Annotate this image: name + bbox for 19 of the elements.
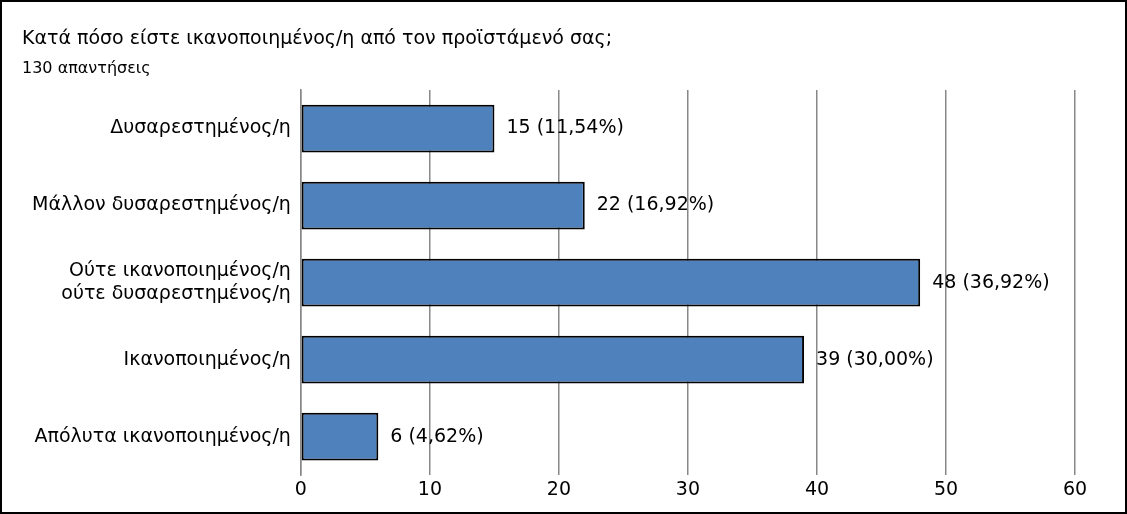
data-label: 6 (4,62%) xyxy=(390,423,484,446)
x-tick-label: 0 xyxy=(294,476,307,499)
y-tick-label: Ούτε ικανοποιημένος/η ούτε δυσαρεστημένος/η xyxy=(61,258,291,303)
y-tick-label: Μάλλον δυσαρεστημένος/η xyxy=(31,192,291,215)
x-tick-label: 50 xyxy=(933,476,959,499)
data-label: 22 (16,92%) xyxy=(596,192,715,215)
text: 130 απαντήσεις xyxy=(22,57,151,77)
data-label: 48 (36,92%) xyxy=(932,269,1050,292)
x-tick-label: 40 xyxy=(804,476,830,499)
y-tick-label: Δυσαρεστημένος/η xyxy=(110,115,291,138)
y-tick-label: Απόλυτα ικανοποιημένος/η xyxy=(34,423,291,446)
data-label: 15 (11,54%) xyxy=(506,115,624,138)
x-tick-label: 10 xyxy=(417,476,443,499)
x-tick-label: 60 xyxy=(1062,476,1088,499)
x-tick-label: 30 xyxy=(675,476,701,499)
x-tick-label: 20 xyxy=(546,476,572,499)
chart-title: Κατά πόσο είστε ικανοποιημένος/η από τον προϊστάμενό σας; xyxy=(22,26,613,49)
data-label: 39 (30,00%) xyxy=(816,346,934,369)
y-tick-label: Ικανοποιημένος/η xyxy=(123,346,291,369)
